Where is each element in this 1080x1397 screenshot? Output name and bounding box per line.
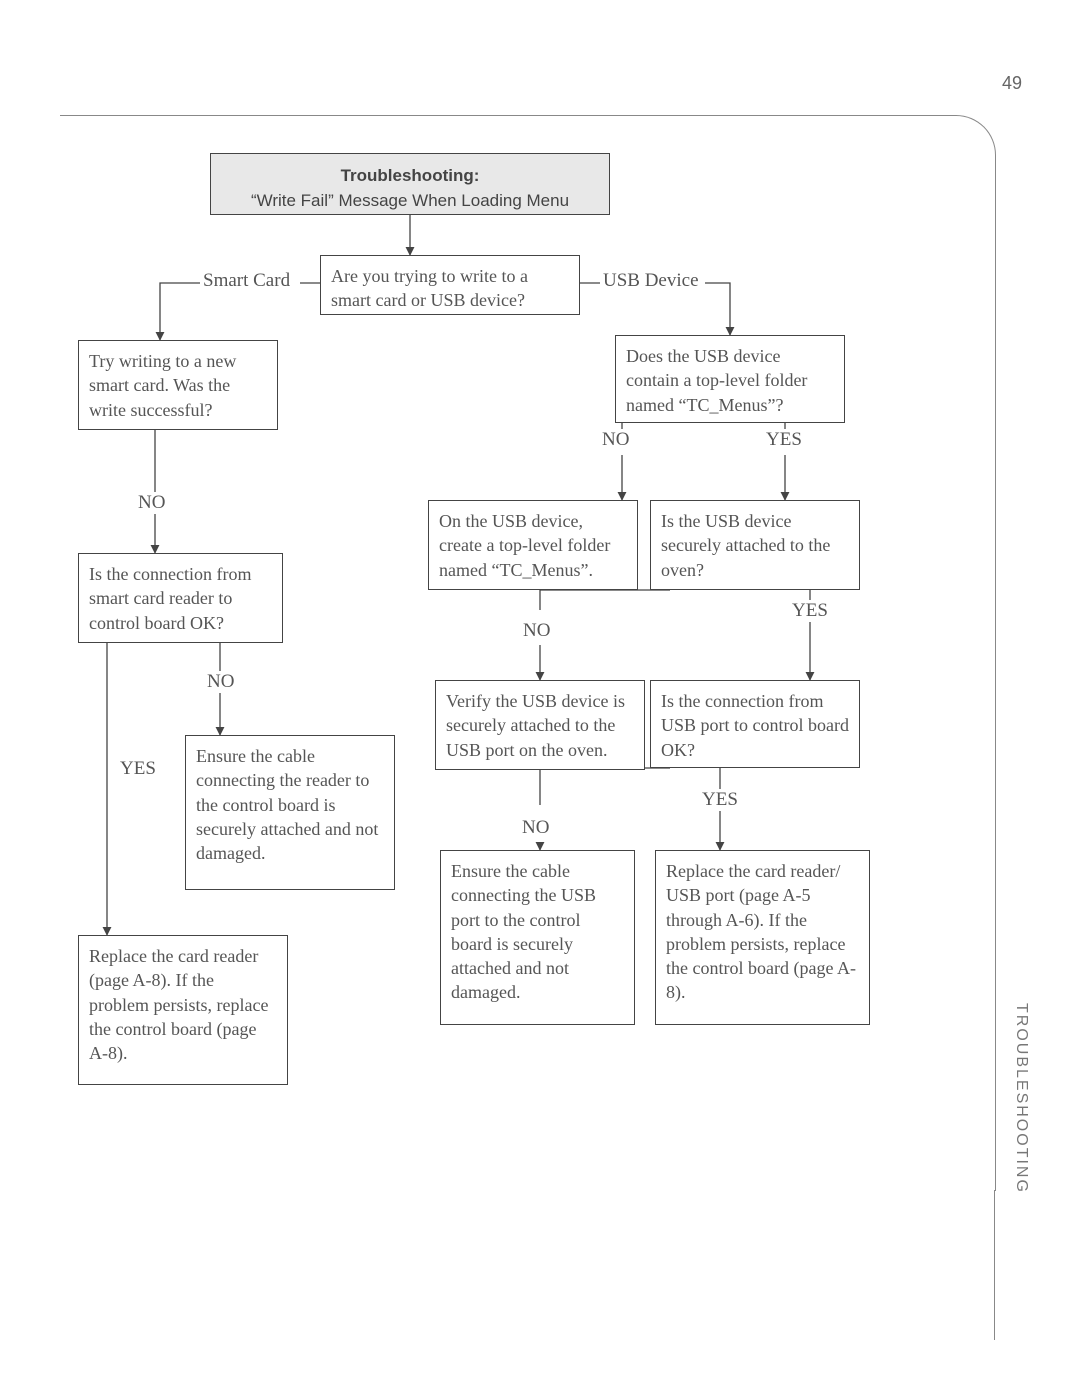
label-usb-conn-no: NO (522, 817, 549, 839)
label-usb-device: USB Device (603, 270, 699, 292)
node-device-question: Are you trying to write to a smart card … (320, 255, 580, 315)
label-sc-try-no: NO (138, 492, 165, 514)
node-usb-verify: Verify the USB device is securely attach… (435, 680, 645, 770)
node-sc-conn: Is the connection from smart card reader… (78, 553, 283, 643)
label-usb-secure-no: NO (523, 620, 550, 642)
flowchart-title-line1: Troubleshooting: (341, 166, 480, 185)
label-sc-conn-yes: YES (120, 758, 156, 780)
node-sc-cable: Ensure the cable connecting the reader t… (185, 735, 395, 890)
content-frame-extend (994, 1190, 995, 1340)
label-smart-card: Smart Card (203, 270, 290, 292)
node-sc-replace: Replace the card reader (page A-8). If t… (78, 935, 288, 1085)
node-usb-secure-q: Is the USB device securely attached to t… (650, 500, 860, 590)
page-number: 49 (1002, 73, 1022, 94)
label-sc-conn-no: NO (207, 671, 234, 693)
flowchart-title: Troubleshooting: “Write Fail” Message Wh… (210, 153, 610, 215)
page: 49 TROUBLESHOOTING Troubleshooting: “Wri… (0, 0, 1080, 1397)
node-usb-cable: Ensure the cable connecting the USB port… (440, 850, 635, 1025)
label-usb-folder-no: NO (602, 429, 629, 451)
node-usb-create: On the USB device, create a top-level fo… (428, 500, 638, 590)
node-usb-conn-q: Is the connection from USB port to contr… (650, 680, 860, 768)
node-usb-replace: Replace the card reader/ USB port (page … (655, 850, 870, 1025)
node-usb-folder-q: Does the USB device contain a top-level … (615, 335, 845, 423)
side-tab: TROUBLESHOOTING (1012, 1003, 1030, 1194)
label-usb-secure-yes: YES (792, 600, 828, 622)
label-usb-folder-yes: YES (766, 429, 802, 451)
node-sc-try: Try writing to a new smart card. Was the… (78, 340, 278, 430)
flowchart-title-line2: “Write Fail” Message When Loading Menu (219, 189, 601, 214)
label-usb-conn-yes: YES (702, 789, 738, 811)
